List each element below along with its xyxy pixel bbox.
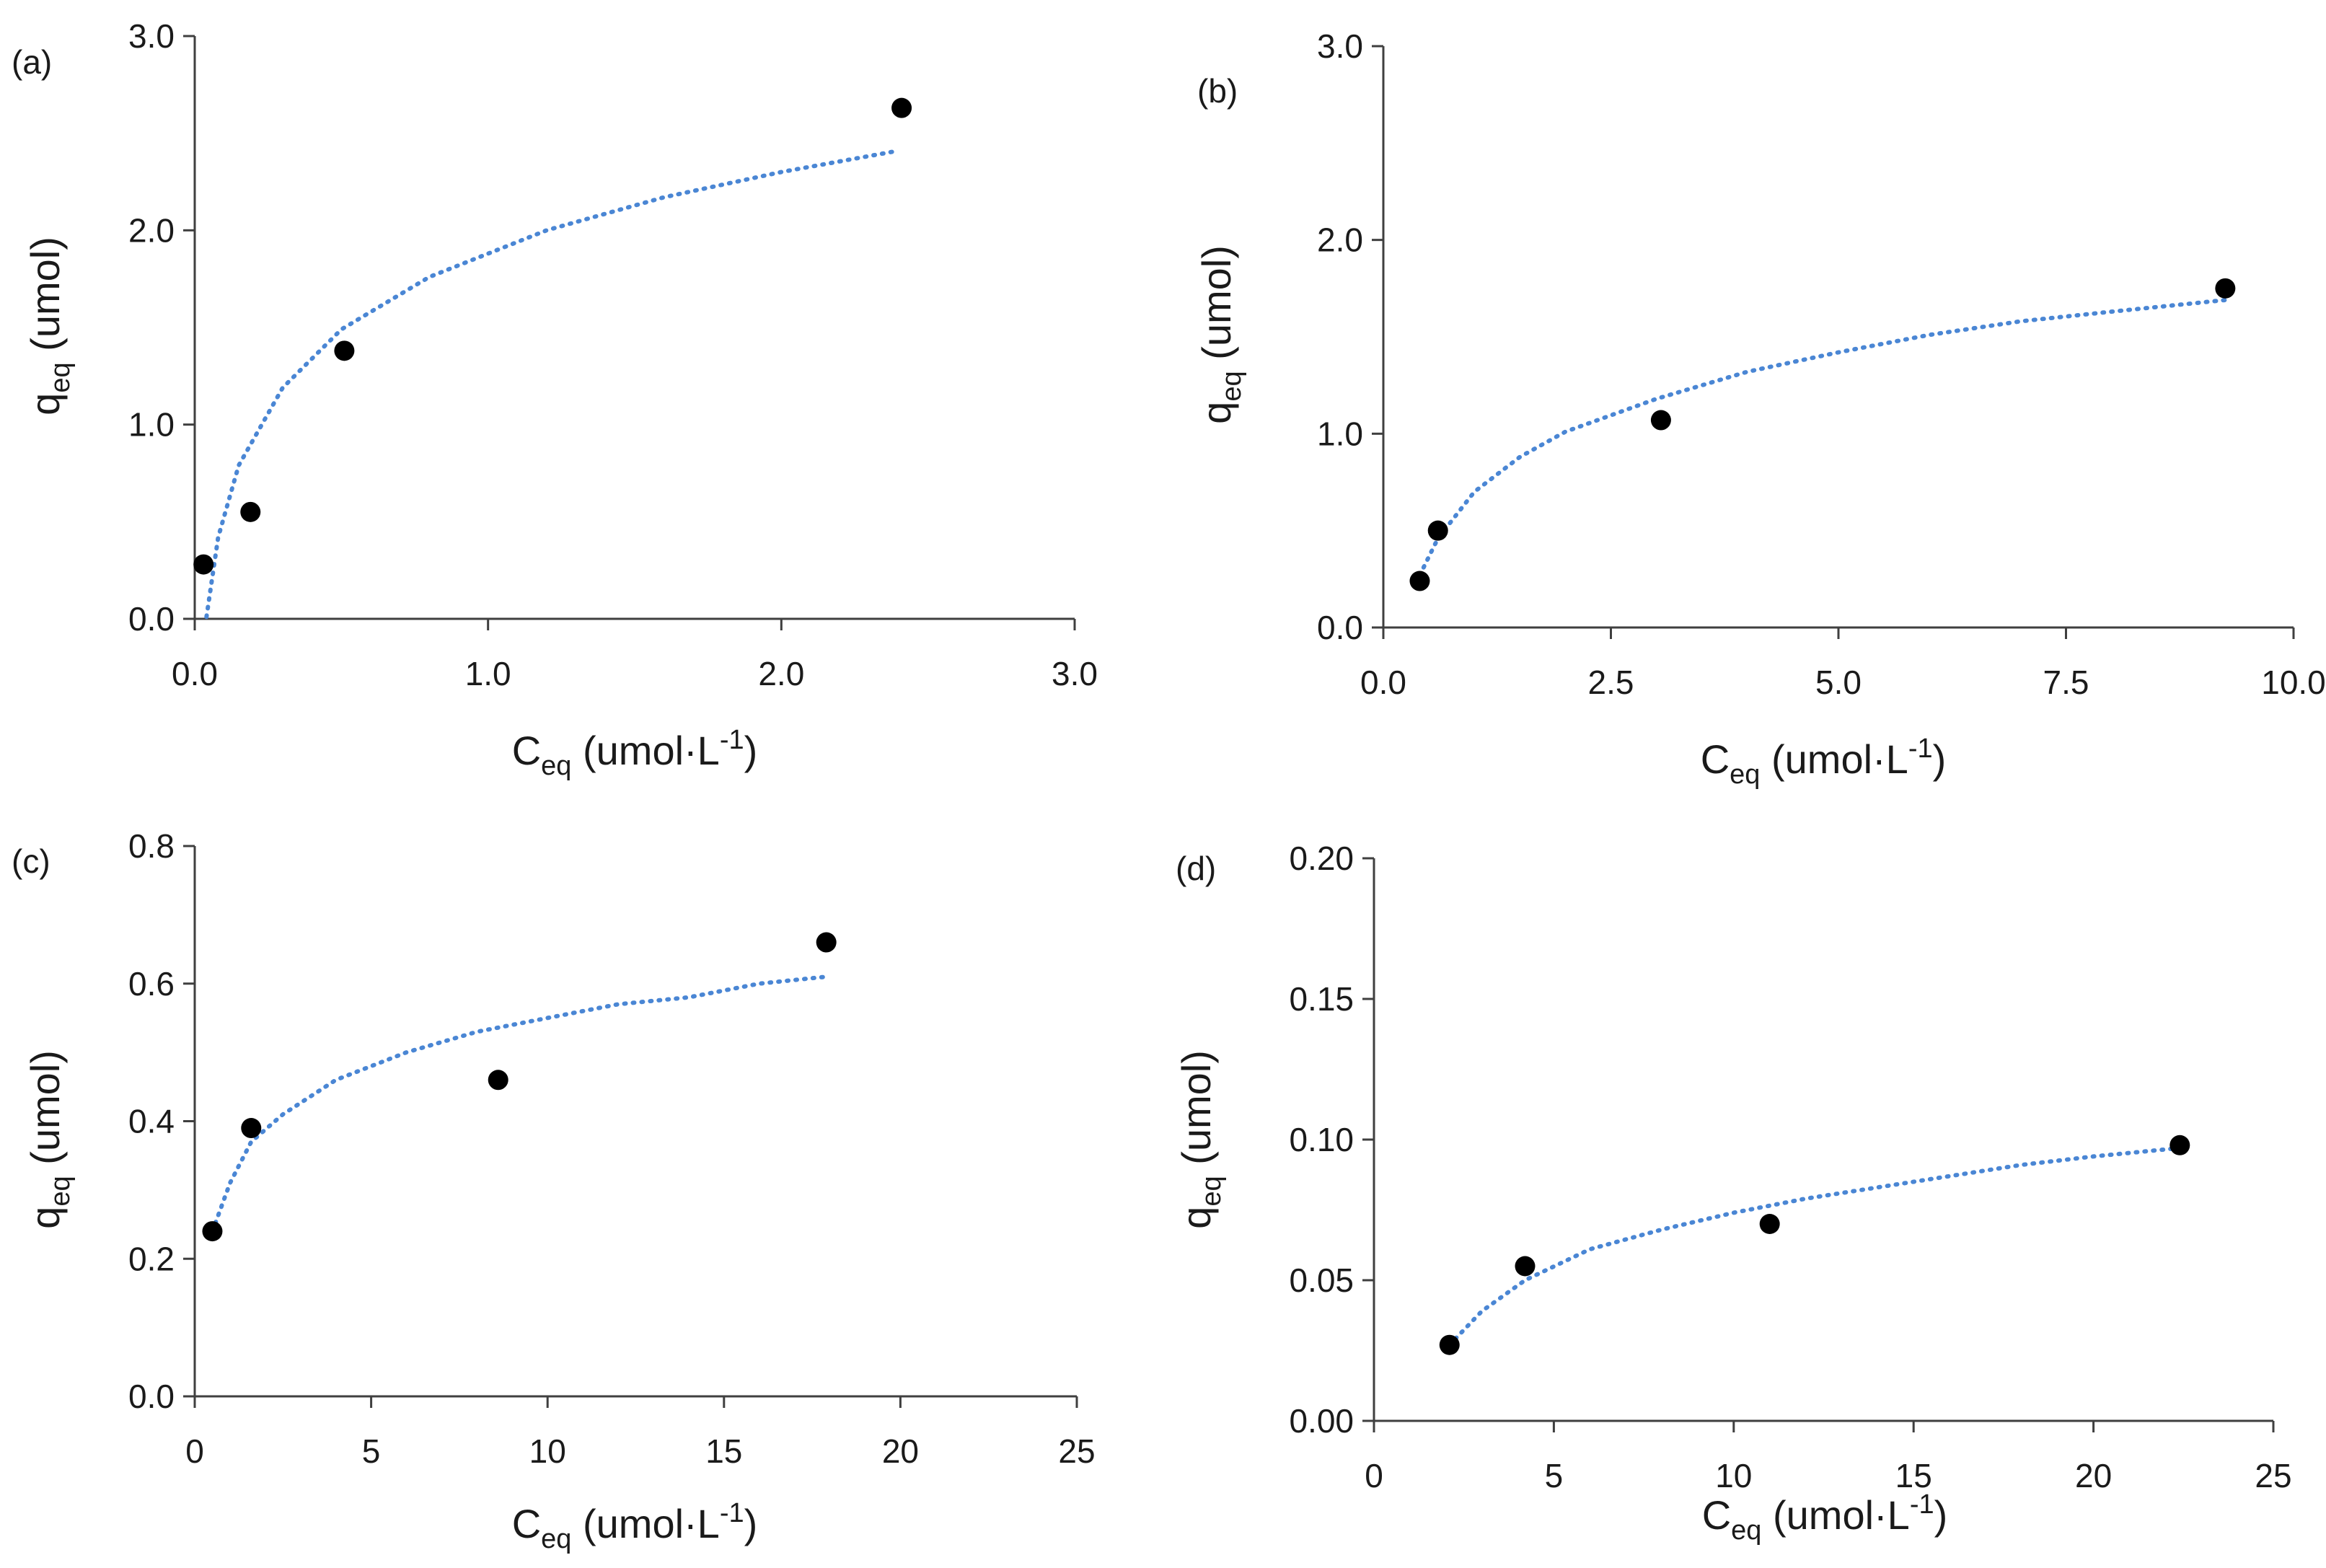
panel-d-plot: 0.00 0.05 0.10 0.15 0.20 0 5 10 15 20 25 bbox=[1289, 840, 2291, 1494]
panel-d-x-tick-label: 5 bbox=[1545, 1457, 1564, 1494]
panel-c-x-tick-label: 15 bbox=[705, 1432, 742, 1470]
panel-a-plot: 0.0 1.0 2.0 3.0 0.0 1.0 2.0 3.0 bbox=[128, 17, 1098, 692]
panel-b-y-tick-label: 3.0 bbox=[1317, 27, 1363, 65]
panel-b-x-tick-label: 0.0 bbox=[1360, 664, 1406, 701]
panel-a-x-axis-title: Ceq (umol·L-1) bbox=[512, 725, 758, 781]
panel-b-y-tick-label: 0.0 bbox=[1317, 609, 1363, 646]
panel-d-x-tick-label: 0 bbox=[1365, 1457, 1383, 1494]
panel-d-data-point bbox=[1759, 1214, 1780, 1234]
panel-d-y-tick-label: 0.05 bbox=[1289, 1261, 1354, 1299]
panel-a-x-tick-label: 3.0 bbox=[1052, 655, 1098, 692]
panel-c-y-tick-label: 0.8 bbox=[128, 827, 175, 865]
panel-a-data-point bbox=[193, 554, 214, 575]
panel-b-data-point bbox=[1409, 571, 1430, 591]
panel-c-x-tick-label: 0 bbox=[185, 1432, 204, 1470]
panel-d-x-axis-title: Ceq (umol·L-1) bbox=[1702, 1489, 1948, 1546]
panel-c-plot: 0.0 0.2 0.4 0.6 0.8 0 5 10 15 20 25 bbox=[128, 827, 1096, 1470]
panel-a-y-tick-label: 0.0 bbox=[128, 600, 175, 638]
panel-b-x-tick-label: 2.5 bbox=[1588, 664, 1634, 701]
panel-a-data-point bbox=[891, 97, 912, 118]
panel-d-y-axis-title: qeq (umol) bbox=[1173, 1050, 1227, 1229]
panel-b-y-tick-label: 2.0 bbox=[1317, 221, 1363, 259]
panel-d-label: (d) bbox=[1176, 850, 1216, 887]
panel-c-data-point bbox=[202, 1221, 223, 1242]
panel-b-data-point bbox=[1427, 520, 1448, 541]
panel-c-label: (c) bbox=[12, 842, 50, 880]
panel-a-y-tick-label: 2.0 bbox=[128, 211, 175, 249]
panel-c-x-tick-label: 20 bbox=[882, 1432, 919, 1470]
panel-d-x-tick-label: 15 bbox=[1895, 1457, 1932, 1494]
panel-c-y-tick-label: 0.0 bbox=[128, 1378, 175, 1415]
chart-panel-a: 0.0 1.0 2.0 3.0 0.0 1.0 2.0 3.0 (a) Ceq (umol·L… bbox=[12, 17, 1098, 781]
panel-c-data-point bbox=[816, 932, 837, 953]
panel-c-data-point bbox=[488, 1070, 508, 1091]
panel-c-y-axis-title: qeq (umol) bbox=[22, 1050, 76, 1229]
panel-b-trendline bbox=[1417, 298, 2228, 578]
panel-b-y-axis-title: qeq (umol) bbox=[1194, 245, 1247, 424]
panel-d-x-tick-label: 10 bbox=[1715, 1457, 1752, 1494]
panel-a-y-tick-label: 3.0 bbox=[128, 17, 175, 55]
panel-b-plot: 0.0 1.0 2.0 3.0 0.0 2.5 5.0 7.5 10.0 bbox=[1317, 27, 2326, 701]
chart-panel-c: 0.0 0.2 0.4 0.6 0.8 0 5 10 15 20 25 (c) Ceq (umol·… bbox=[12, 827, 1096, 1554]
panel-c-x-tick-label: 25 bbox=[1058, 1432, 1095, 1470]
panel-b-y-tick-label: 1.0 bbox=[1317, 415, 1363, 452]
panel-b-x-tick-label: 10.0 bbox=[2261, 664, 2326, 701]
panel-b-label: (b) bbox=[1197, 72, 1238, 110]
panel-a-data-point bbox=[334, 340, 355, 361]
panel-c-trendline bbox=[210, 974, 829, 1234]
panel-c-x-axis-title: Ceq (umol·L-1) bbox=[512, 1498, 758, 1554]
panel-c-x-tick-label: 10 bbox=[529, 1432, 566, 1470]
panel-b-data-point bbox=[2215, 278, 2236, 299]
panel-a-trendline bbox=[204, 148, 901, 620]
panel-d-data-point bbox=[1439, 1334, 1460, 1355]
panel-c-x-tick-label: 5 bbox=[362, 1432, 381, 1470]
panel-d-trendline bbox=[1447, 1145, 2182, 1347]
panel-d-y-tick-label: 0.10 bbox=[1289, 1121, 1354, 1158]
panel-b-data-point bbox=[1650, 410, 1671, 431]
panel-b-x-tick-label: 7.5 bbox=[2043, 664, 2089, 701]
panel-a-data-point bbox=[240, 501, 261, 522]
panel-d-y-tick-label: 0.00 bbox=[1289, 1402, 1354, 1440]
panel-c-y-tick-label: 0.2 bbox=[128, 1240, 175, 1277]
panel-d-data-point bbox=[1515, 1256, 1536, 1277]
chart-panel-d: 0.00 0.05 0.10 0.15 0.20 0 5 10 15 20 25 (d) Ceq (… bbox=[1173, 840, 2292, 1546]
panel-a-label: (a) bbox=[12, 43, 52, 81]
panel-a-y-tick-label: 1.0 bbox=[128, 406, 175, 444]
panel-b-x-tick-label: 5.0 bbox=[1815, 664, 1862, 701]
panel-a-y-axis-title: qeq (umol) bbox=[22, 237, 76, 415]
panel-d-data-point bbox=[2169, 1135, 2190, 1155]
panel-c-data-point bbox=[241, 1118, 262, 1139]
panel-c-y-tick-label: 0.6 bbox=[128, 965, 175, 1003]
chart-panel-b: 0.0 1.0 2.0 3.0 0.0 2.5 5.0 7.5 10.0 (b) Ceq (um… bbox=[1194, 27, 2326, 790]
panel-d-x-tick-label: 20 bbox=[2075, 1457, 2112, 1494]
panel-a-x-tick-label: 1.0 bbox=[465, 655, 511, 692]
panel-b-x-axis-title: Ceq (umol·L-1) bbox=[1701, 734, 1947, 790]
panel-d-y-tick-label: 0.15 bbox=[1289, 980, 1354, 1018]
panel-d-y-tick-label: 0.20 bbox=[1289, 840, 1354, 877]
panel-a-x-tick-label: 0.0 bbox=[172, 655, 218, 692]
panel-a-x-tick-label: 2.0 bbox=[758, 655, 804, 692]
panel-c-y-tick-label: 0.4 bbox=[128, 1103, 175, 1140]
panel-d-x-tick-label: 25 bbox=[2255, 1457, 2291, 1494]
